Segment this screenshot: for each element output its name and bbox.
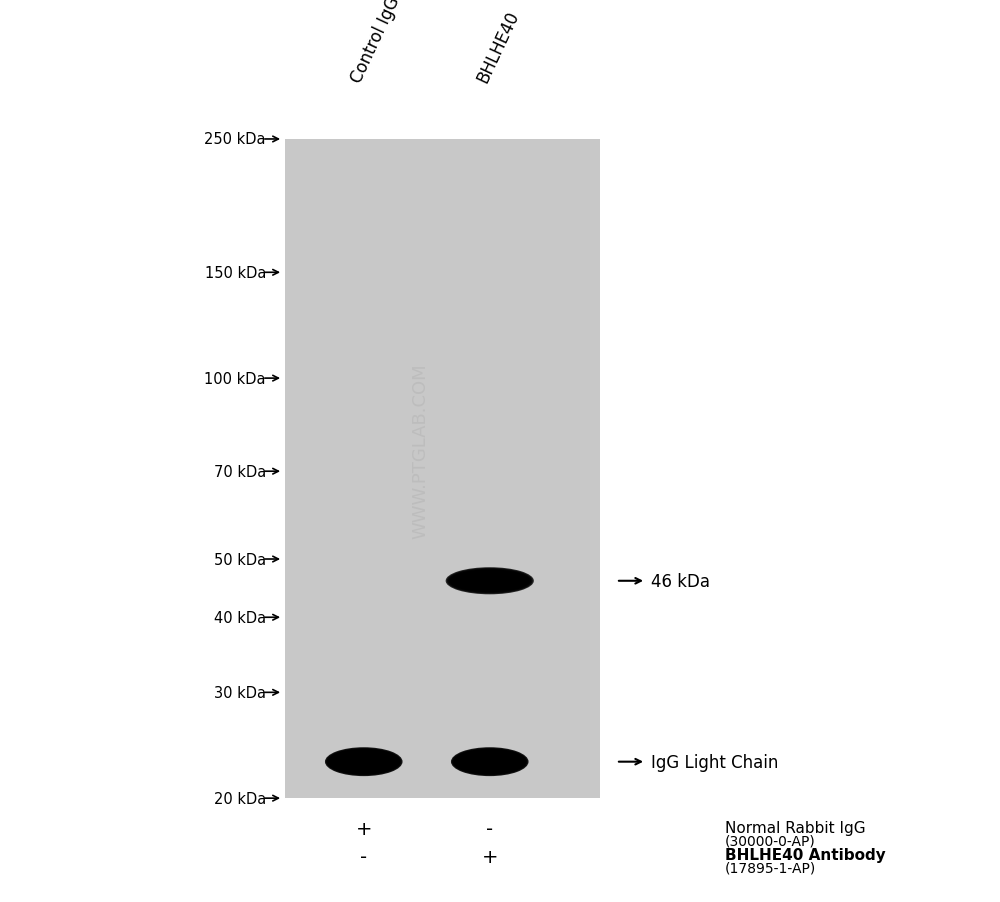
- Ellipse shape: [452, 571, 528, 591]
- Ellipse shape: [457, 575, 523, 588]
- Ellipse shape: [325, 748, 403, 777]
- Text: -: -: [360, 847, 367, 867]
- Ellipse shape: [448, 569, 531, 594]
- Text: 30 kDa: 30 kDa: [214, 686, 266, 700]
- Text: WWW.PTGLAB.COM: WWW.PTGLAB.COM: [411, 364, 429, 538]
- Ellipse shape: [458, 753, 521, 770]
- Ellipse shape: [447, 568, 533, 594]
- Text: BHLHE40 Antibody: BHLHE40 Antibody: [725, 847, 886, 861]
- Ellipse shape: [328, 750, 399, 774]
- Text: +: +: [355, 819, 372, 839]
- Ellipse shape: [330, 751, 397, 772]
- Ellipse shape: [331, 752, 396, 771]
- Ellipse shape: [455, 750, 524, 773]
- Text: 100 kDa: 100 kDa: [205, 372, 266, 386]
- Ellipse shape: [327, 749, 400, 775]
- Text: 250 kDa: 250 kDa: [205, 133, 266, 147]
- Ellipse shape: [332, 753, 395, 770]
- Ellipse shape: [456, 751, 523, 772]
- Ellipse shape: [334, 754, 394, 769]
- Text: 70 kDa: 70 kDa: [214, 465, 266, 479]
- Ellipse shape: [452, 748, 527, 776]
- Ellipse shape: [455, 574, 524, 589]
- Text: 46 kDa: 46 kDa: [651, 572, 710, 590]
- Text: (30000-0-AP): (30000-0-AP): [725, 833, 816, 848]
- Text: 150 kDa: 150 kDa: [205, 265, 266, 281]
- Text: 40 kDa: 40 kDa: [214, 610, 266, 625]
- Ellipse shape: [449, 570, 530, 593]
- Text: Control IgG: Control IgG: [347, 0, 403, 86]
- Ellipse shape: [460, 754, 520, 769]
- Ellipse shape: [461, 755, 519, 769]
- Bar: [285, 140, 600, 798]
- Ellipse shape: [329, 750, 398, 773]
- Ellipse shape: [446, 567, 534, 594]
- Ellipse shape: [454, 573, 525, 589]
- Text: 20 kDa: 20 kDa: [214, 791, 266, 805]
- Text: -: -: [486, 819, 493, 839]
- Ellipse shape: [326, 748, 401, 776]
- Ellipse shape: [451, 571, 529, 592]
- Ellipse shape: [457, 752, 522, 771]
- Text: +: +: [482, 847, 498, 867]
- Text: Normal Rabbit IgG: Normal Rabbit IgG: [725, 820, 866, 834]
- Text: BHLHE40: BHLHE40: [473, 8, 522, 86]
- Ellipse shape: [453, 749, 526, 775]
- Ellipse shape: [335, 755, 393, 769]
- Ellipse shape: [454, 750, 525, 774]
- Ellipse shape: [451, 748, 529, 777]
- Ellipse shape: [453, 572, 526, 590]
- Text: 50 kDa: 50 kDa: [214, 552, 266, 566]
- Text: (17895-1-AP): (17895-1-AP): [725, 861, 816, 875]
- Text: IgG Light Chain: IgG Light Chain: [651, 753, 778, 771]
